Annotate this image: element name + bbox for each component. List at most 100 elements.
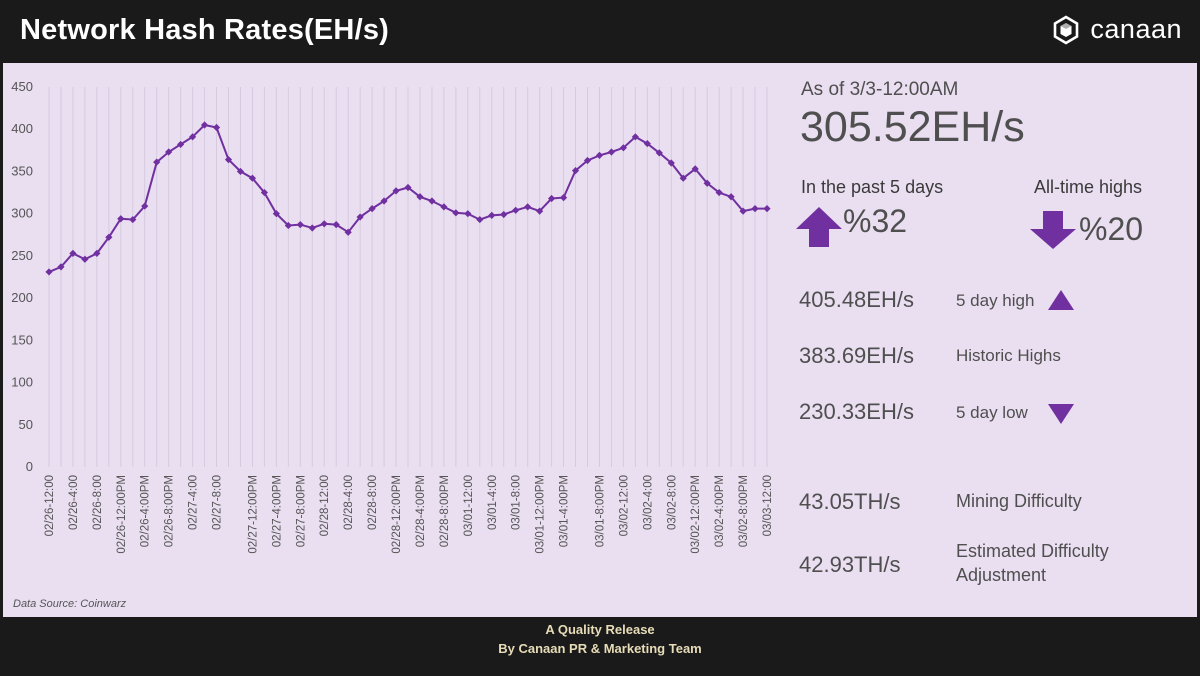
data-point: [500, 210, 508, 219]
data-point: [248, 174, 257, 182]
estimated-difficulty-label: Estimated Difficulty Adjustment: [956, 541, 1109, 585]
five-day-low-label: 5 day low: [956, 403, 1028, 422]
historic-highs-value: 383.69EH/s: [799, 343, 914, 368]
data-point: [739, 207, 747, 215]
y-tick-label: 250: [11, 248, 33, 263]
data-point: [344, 228, 352, 236]
x-tick-label: 03/01-4:00PM: [559, 475, 571, 547]
five-day-high-label: 5 day high: [956, 291, 1035, 310]
data-point: [45, 268, 53, 276]
data-point: [524, 203, 532, 211]
footer-credits: A Quality Release By Canaan PR & Marketi…: [0, 620, 1200, 658]
y-tick-label: 400: [11, 121, 33, 136]
y-tick-label: 350: [11, 163, 33, 178]
data-point: [260, 188, 268, 197]
data-source-note: Data Source: Coinwarz: [13, 598, 127, 610]
data-point: [476, 215, 484, 224]
data-point: [212, 123, 221, 132]
mining-difficulty-value: 43.05TH/s: [799, 489, 901, 514]
data-point: [655, 149, 663, 157]
y-tick-label: 300: [11, 206, 33, 221]
data-point: [200, 121, 209, 129]
x-tick-label: 02/27-4:00: [188, 475, 200, 530]
data-point: [332, 221, 340, 229]
x-tick-label: 03/03-12:00: [762, 475, 774, 536]
data-point: [189, 133, 197, 141]
y-tick-label: 200: [11, 290, 33, 305]
x-tick-label: 03/01-8:00PM: [594, 475, 606, 547]
data-point: [69, 249, 77, 257]
y-tick-label: 50: [19, 417, 33, 432]
x-tick-label: 02/28-4:00PM: [415, 475, 427, 547]
header-bar: Network Hash Rates(EH/s) canaan: [0, 0, 1200, 62]
data-point: [703, 179, 711, 187]
current-hash-rate: 305.52EH/s: [800, 103, 1025, 151]
historic-highs-label: Historic Highs: [956, 346, 1061, 365]
triangle-up-icon: [1048, 290, 1074, 310]
data-point: [512, 206, 520, 214]
data-point: [308, 224, 316, 232]
data-point: [751, 205, 759, 213]
footer-line-2: By Canaan PR & Marketing Team: [498, 641, 702, 656]
y-tick-label: 100: [11, 375, 33, 390]
data-point: [452, 209, 460, 217]
brand-name: canaan: [1090, 14, 1182, 44]
five-day-low-value: 230.33EH/s: [799, 399, 914, 424]
data-point: [488, 211, 496, 219]
triangle-down-icon: [1048, 404, 1074, 424]
x-tick-label: 02/26-12:00PM: [116, 475, 128, 554]
data-point: [129, 215, 137, 224]
data-point: [428, 197, 436, 205]
data-point: [727, 193, 735, 201]
x-tick-label: 02/26-8:00PM: [164, 475, 176, 547]
data-point: [763, 205, 771, 213]
data-point: [380, 197, 388, 205]
data-point: [464, 210, 472, 218]
all-time-highs-label: All-time highs: [1034, 177, 1143, 197]
x-tick-label: 03/02-4:00PM: [714, 475, 726, 547]
x-tick-label: 02/27-8:00PM: [295, 475, 307, 547]
x-tick-label: 03/02-12:00: [618, 475, 630, 536]
x-tick-label: 03/01-4:00: [487, 475, 499, 530]
past-5-days-change: %32: [843, 203, 908, 239]
arrow-up-icon: [796, 207, 842, 247]
data-point: [691, 165, 699, 173]
summary-panel: As of 3/3-12:00AM 305.52EH/s In the past…: [3, 63, 1197, 617]
data-point: [536, 207, 544, 215]
data-point: [165, 148, 173, 156]
footer-line-1: A Quality Release: [545, 622, 655, 637]
data-point: [368, 205, 376, 213]
y-tick-label: 150: [11, 332, 33, 347]
x-tick-label: 02/28-8:00: [367, 475, 379, 530]
data-point: [559, 194, 568, 202]
data-point: [643, 139, 651, 148]
x-tick-label: 02/26-12:00: [44, 475, 56, 536]
canaan-hex-logo-icon: [1054, 14, 1079, 45]
x-tick-label: 02/28-12:00: [319, 475, 331, 536]
data-point: [404, 183, 412, 192]
data-point: [141, 202, 149, 210]
data-point: [153, 158, 161, 166]
data-point: [177, 140, 185, 149]
x-tick-label: 03/01-8:00: [511, 475, 523, 530]
data-point: [93, 249, 101, 257]
page-title: Network Hash Rates(EH/s): [20, 14, 390, 46]
x-tick-label: 02/27-12:00PM: [247, 475, 259, 554]
data-point: [105, 233, 113, 241]
data-point: [607, 148, 616, 156]
x-tick-label: 03/02-8:00PM: [738, 475, 750, 547]
y-tick-label: 450: [11, 79, 33, 94]
data-point: [416, 193, 424, 201]
data-point: [667, 159, 675, 167]
x-tick-label: 03/02-8:00: [666, 475, 678, 530]
y-tick-label: 0: [26, 459, 33, 474]
five-day-high-value: 405.48EH/s: [799, 287, 914, 312]
x-tick-label: 03/02-4:00: [642, 475, 654, 530]
data-point: [296, 221, 304, 229]
estimated-difficulty-value: 42.93TH/s: [799, 552, 901, 577]
x-tick-label: 02/27-8:00: [212, 475, 224, 530]
x-tick-label: 02/26-4:00: [68, 475, 80, 530]
x-tick-label: 03/01-12:00PM: [535, 475, 547, 554]
data-point: [224, 156, 233, 164]
